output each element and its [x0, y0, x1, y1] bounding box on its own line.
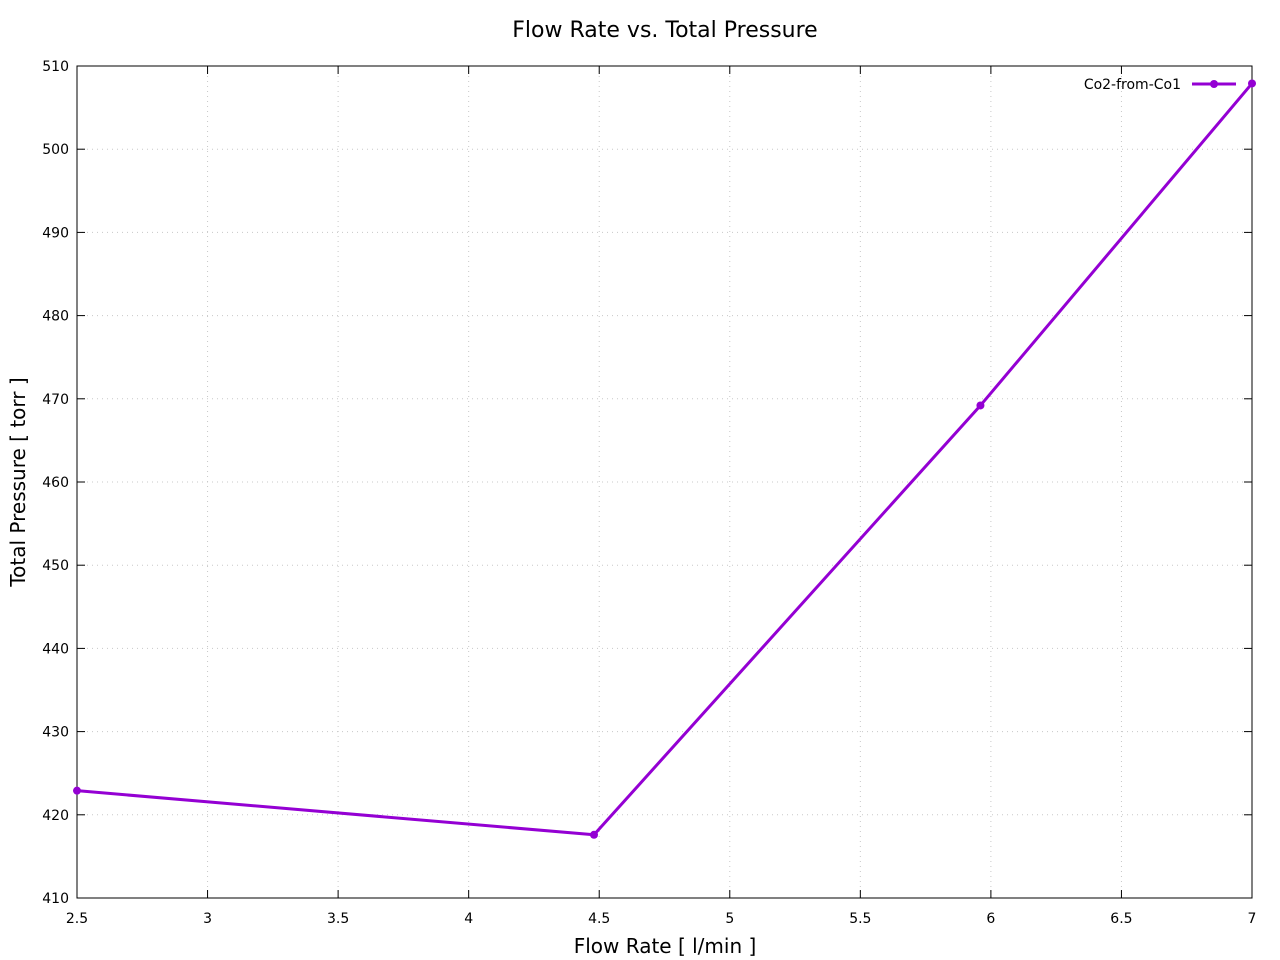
x-tick-label: 7	[1248, 911, 1257, 927]
x-tick-label: 6	[986, 911, 995, 927]
x-tick-label: 5.5	[849, 911, 871, 927]
grid	[77, 66, 1252, 898]
y-tick-label: 480	[42, 309, 69, 325]
y-axis-tick-labels: 410 420 430 440 450 460 470 480 490 500 510	[42, 59, 69, 907]
y-tick-label: 460	[42, 475, 69, 491]
legend-label: Co2-from-Co1	[1084, 77, 1181, 93]
data-point	[1248, 79, 1256, 88]
y-tick-label: 470	[42, 392, 69, 408]
y-tick-label: 430	[42, 725, 69, 741]
y-tick-label: 440	[42, 641, 69, 657]
chart-title: Flow Rate vs. Total Pressure	[512, 18, 817, 43]
axis-ticks	[76, 65, 1253, 899]
data-point	[73, 786, 81, 795]
y-tick-label: 420	[42, 808, 69, 824]
data-point	[976, 401, 985, 410]
x-axis-tick-labels: 2.5 3 3.5 4 4.5 5 5.5 6 6.5 7	[66, 911, 1257, 927]
x-tick-label: 6.5	[1110, 911, 1132, 927]
x-tick-label: 2.5	[66, 911, 88, 927]
x-tick-label: 3.5	[327, 911, 349, 927]
y-axis-label: Total Pressure [ torr ]	[6, 377, 30, 587]
plot-area-border	[76, 65, 1253, 899]
legend-marker	[1210, 80, 1218, 88]
y-tick-label: 450	[42, 558, 69, 574]
y-tick-label: 490	[42, 225, 69, 241]
y-tick-label: 410	[42, 891, 69, 907]
data-point	[590, 830, 598, 839]
y-tick-label: 510	[42, 59, 69, 75]
legend: Co2-from-Co1	[1084, 77, 1236, 93]
series-layer	[73, 79, 1256, 839]
x-tick-label: 5	[725, 911, 734, 927]
x-tick-label: 4.5	[588, 911, 610, 927]
x-tick-label: 4	[464, 911, 473, 927]
series-line	[76, 82, 1254, 837]
x-tick-label: 3	[203, 911, 212, 927]
x-axis-label: Flow Rate [ l/min ]	[574, 934, 757, 958]
y-tick-label: 500	[42, 142, 69, 158]
